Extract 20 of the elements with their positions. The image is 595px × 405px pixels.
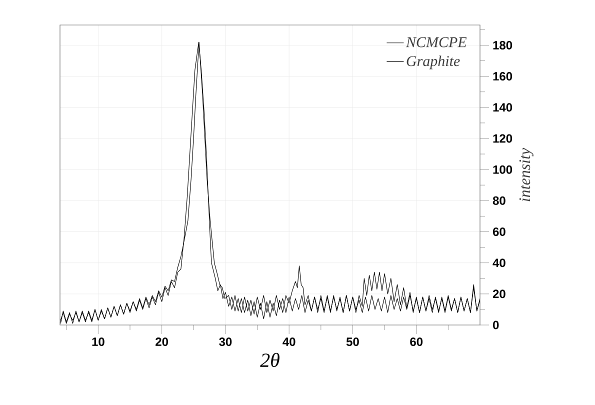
y-tick-label: 80 <box>492 196 506 205</box>
y-tick-label: 20 <box>492 290 506 298</box>
y-tick-label: 160 <box>493 72 512 81</box>
x-tick-label: 30 <box>219 338 232 346</box>
x-tick-label: 60 <box>410 338 423 346</box>
x-tick-label: 10 <box>92 338 104 346</box>
y-tick-label: 40 <box>492 258 506 268</box>
y-tick-label: 60 <box>492 227 506 236</box>
y-tick-label: 140 <box>493 103 512 112</box>
y-tick-label: 120 <box>493 134 512 143</box>
y-tick-label: 180 <box>493 40 512 50</box>
y-axis-title: intensity <box>519 148 534 202</box>
x-axis-title: 2θ <box>260 352 280 368</box>
x-tick-label: 20 <box>156 338 168 346</box>
legend-label: NCMCPE <box>406 37 467 48</box>
y-tick-label: 0 <box>492 320 499 330</box>
x-tick-label: 40 <box>282 338 296 346</box>
legend-label: Graphite <box>406 56 460 70</box>
y-tick-label: 100 <box>493 165 512 174</box>
x-tick-label: 50 <box>346 338 359 346</box>
